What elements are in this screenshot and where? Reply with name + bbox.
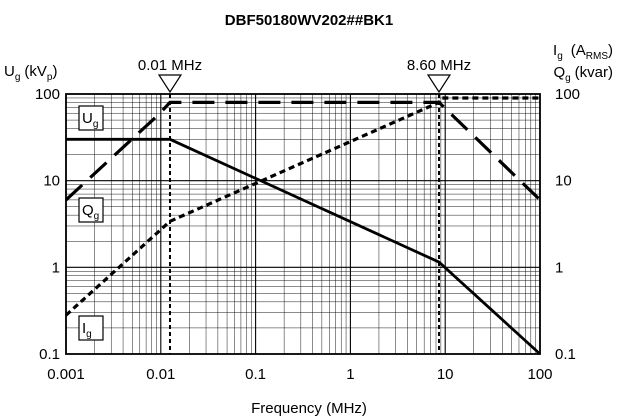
series-labels: Ug Qg Ig: [78, 105, 104, 341]
series-label-text: Qg: [82, 202, 99, 222]
series-qg-line: [64, 100, 542, 202]
chart-title: DBF50180WV202##BK1: [225, 12, 393, 29]
x-tick-label: 10: [437, 366, 454, 383]
series-ug-line: [66, 137, 541, 356]
frequency-marker-label: 8.60 MHz: [407, 57, 471, 74]
y-left-tick-label: 100: [35, 86, 60, 103]
x-tick-label: 0.1: [245, 366, 266, 383]
x-tick-label: 0.001: [47, 366, 85, 383]
grid: [65, 93, 541, 355]
y-right-tick-label: 10: [555, 173, 572, 190]
series-label-box: [78, 105, 104, 131]
x-axis-label: Frequency (MHz): [251, 400, 367, 417]
y-right-tick-label: 1: [555, 259, 563, 276]
frequency-markers: 0.01 MHz 8.60 MHz: [138, 57, 471, 354]
x-tick-label: 100: [527, 366, 552, 383]
y-left-tick-label: 1: [52, 259, 60, 276]
series-label-box: [78, 315, 104, 341]
frequency-marker-triangle: [426, 74, 452, 94]
plot-frame: [65, 93, 541, 355]
frequency-marker-label: 0.01 MHz: [138, 57, 202, 74]
x-tick-label: 1: [346, 366, 354, 383]
y-left-tick-label: 0.1: [39, 346, 60, 363]
frequency-marker-triangle: [157, 74, 183, 94]
y-right-tick-label: 0.1: [555, 346, 576, 363]
right-axis-label-current: Ig (ARMS): [553, 42, 613, 62]
series-label-text: Ig: [82, 320, 92, 340]
y-left-tick-label: 10: [43, 173, 60, 190]
right-axis-label-power: Qg (kvar): [553, 64, 613, 84]
y-right-tick-label: 100: [555, 86, 580, 103]
series-label-text: Ug: [82, 110, 98, 130]
x-tick-label: 0.01: [146, 366, 175, 383]
series-label-box: [78, 197, 104, 223]
left-axis-label: Ug (kVp): [4, 63, 57, 83]
